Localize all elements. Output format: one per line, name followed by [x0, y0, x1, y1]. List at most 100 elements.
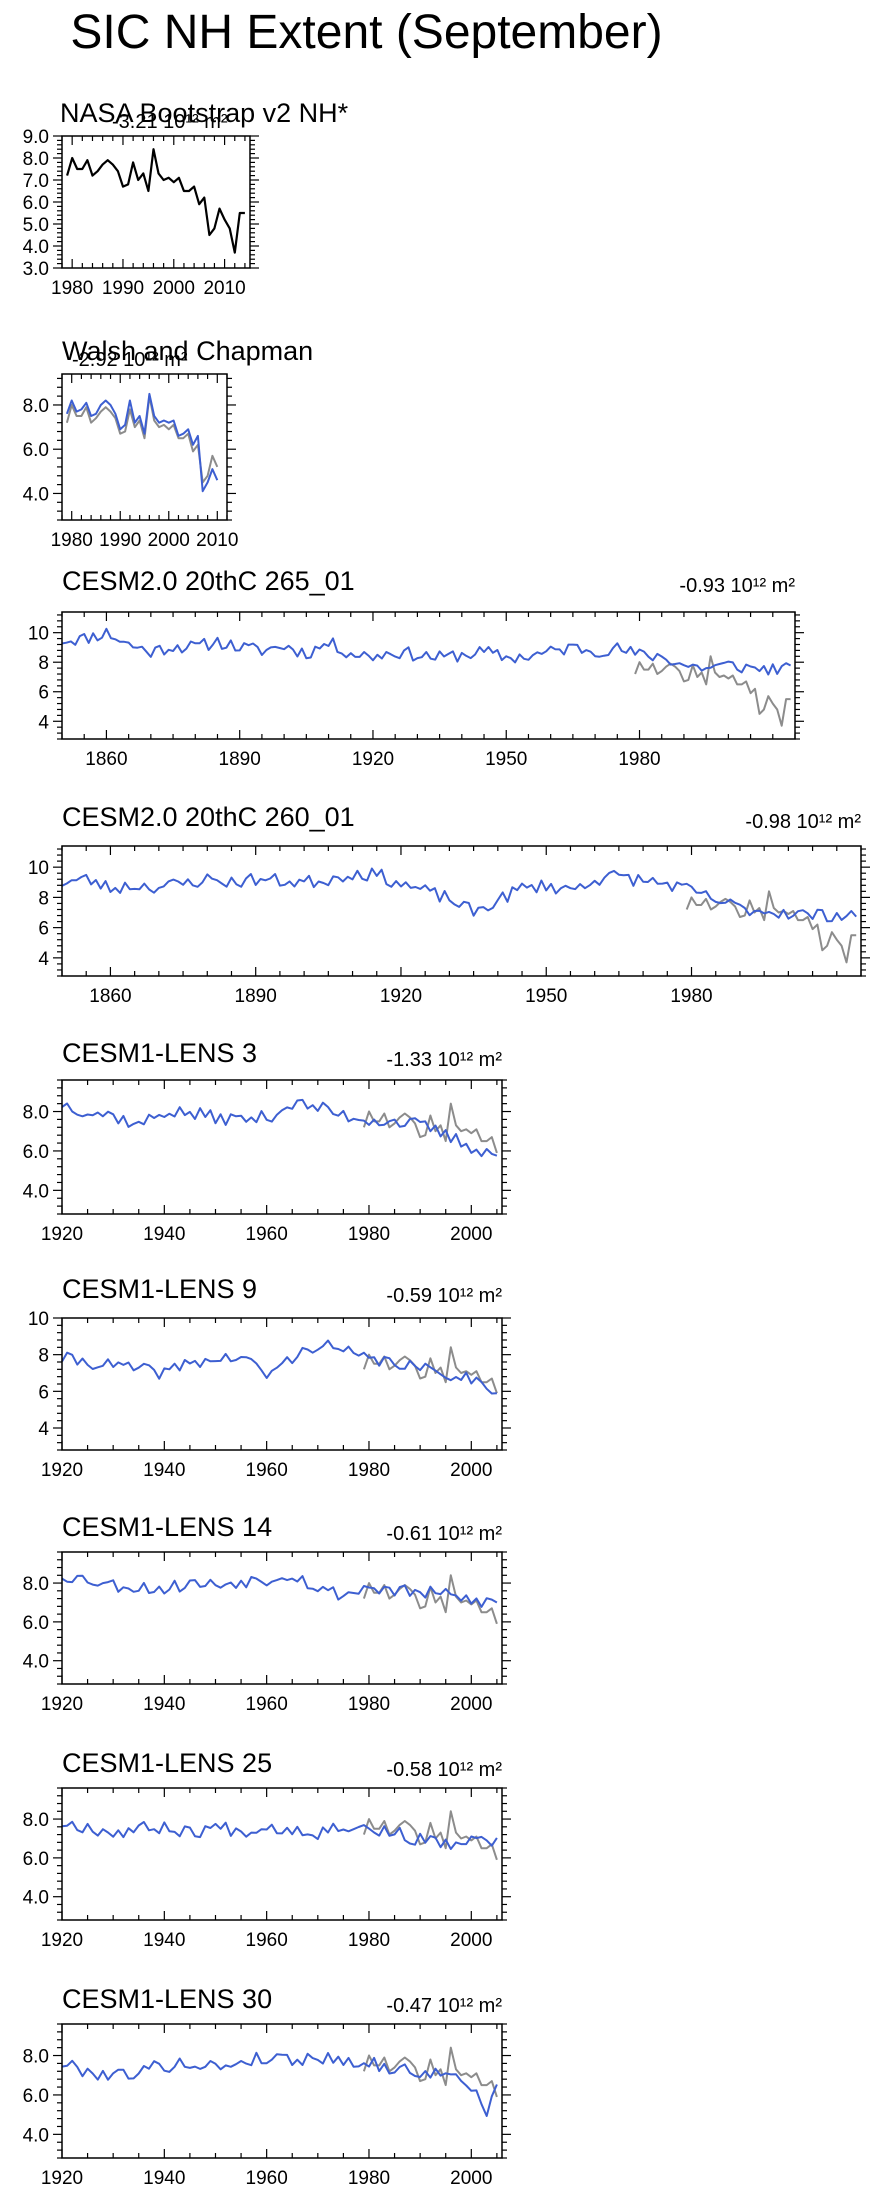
- y-tick-label: 4: [38, 1419, 49, 1440]
- y-tick-label: 4: [38, 949, 49, 970]
- x-tick-label: 1920: [41, 1930, 83, 1951]
- y-tick-label: 7.0: [23, 171, 49, 192]
- series-line-model: [61, 2051, 498, 2117]
- x-tick-label: 1980: [348, 1224, 390, 1245]
- y-tick-label: 5.0: [23, 215, 49, 236]
- y-tick-label: 6.0: [23, 1613, 49, 1634]
- chart-panel-1: 1980 1990 2000 2010 3.04.05.06.07.08.09.0 -3.…: [23, 98, 349, 299]
- series-line-model: [61, 1098, 498, 1158]
- y-tick-label: 10: [28, 858, 49, 879]
- x-tick-label: 2000: [450, 1694, 492, 1715]
- plot-frame: [61, 1551, 503, 1685]
- x-tick-label: 1890: [235, 986, 277, 1007]
- x-tick-label: 1960: [246, 2168, 288, 2189]
- plot-frame: [61, 1079, 503, 1215]
- y-tick-label: 3.0: [23, 259, 49, 280]
- x-tick-label: 1990: [102, 278, 144, 299]
- y-tick-label: 4.0: [23, 1888, 49, 1909]
- plot-frame: [61, 1787, 503, 1921]
- panel-title: CESM1-LENS 25: [62, 1748, 272, 1778]
- panel-title: Walsh and Chapman: [62, 336, 313, 366]
- series-line-obs: [685, 890, 857, 964]
- chart-panel-7: 1920 1940 1960 1980 2000 4.0 6.0 8.0 -0.61 10¹² …: [23, 1512, 511, 1715]
- plot-frame: [61, 1317, 503, 1451]
- x-tick-label: 2000: [148, 530, 190, 551]
- x-tick-label: 1940: [143, 2168, 185, 2189]
- panel-title: CESM1-LENS 3: [62, 1038, 257, 1068]
- x-tick-label: 1920: [352, 749, 394, 770]
- x-tick-label: 1940: [143, 1460, 185, 1481]
- x-tick-label: 1920: [41, 1694, 83, 1715]
- plot-frame: [61, 373, 228, 521]
- series-line-model: [61, 627, 792, 676]
- y-tick-label: 8.0: [23, 1103, 49, 1124]
- x-tick-label: 1940: [143, 1694, 185, 1715]
- x-tick-label: 2000: [450, 1224, 492, 1245]
- series-line-obs: [634, 655, 791, 727]
- series-line-model: [61, 1339, 497, 1395]
- x-tick-label: 1980: [348, 1460, 390, 1481]
- y-tick-label: 6: [38, 1382, 49, 1403]
- trend-label: -0.59 10¹² m²: [386, 1285, 502, 1307]
- x-tick-label: 1980: [51, 530, 93, 551]
- trend-label: -0.58 10¹² m²: [386, 1759, 502, 1781]
- trend-label: -2.92 10¹² m²: [72, 349, 188, 371]
- panel-title: NASA Bootstrap v2 NH*: [60, 98, 349, 128]
- x-tick-label: 1950: [485, 749, 527, 770]
- y-tick-label: 4.0: [23, 237, 49, 258]
- x-tick-label: 1980: [670, 986, 712, 1007]
- x-tick-label: 2000: [450, 2168, 492, 2189]
- panel-title: CESM1-LENS 14: [62, 1512, 272, 1542]
- series-line-model: [65, 392, 219, 493]
- x-tick-label: 1920: [41, 1224, 83, 1245]
- x-tick-label: 1940: [143, 1224, 185, 1245]
- series-line-obs: [362, 2046, 498, 2098]
- y-tick-label: 10: [28, 1309, 49, 1330]
- y-tick-label: 6.0: [23, 2086, 49, 2107]
- x-tick-label: 1890: [219, 749, 261, 770]
- series-line-obs: [65, 395, 219, 484]
- x-tick-label: 1950: [525, 986, 567, 1007]
- x-tick-label: 1990: [99, 530, 141, 551]
- panel-title: CESM2.0 20thC 265_01: [62, 566, 355, 596]
- x-tick-label: 1960: [246, 1930, 288, 1951]
- plot-frame: [61, 611, 796, 740]
- trend-label: -0.93 10¹² m²: [679, 575, 795, 597]
- x-tick-label: 1940: [143, 1930, 185, 1951]
- x-tick-label: 2010: [203, 278, 245, 299]
- y-tick-label: 4.0: [23, 1181, 49, 1202]
- y-tick-label: 9.0: [23, 127, 49, 148]
- x-tick-label: 1980: [348, 2168, 390, 2189]
- x-tick-label: 1920: [41, 2168, 83, 2189]
- y-tick-label: 6.0: [23, 440, 49, 461]
- x-tick-label: 1980: [51, 278, 93, 299]
- y-tick-label: 8: [38, 888, 49, 909]
- y-tick-label: 8: [38, 653, 49, 674]
- plot-frame: [61, 845, 862, 977]
- trend-label: -0.98 10¹² m²: [745, 811, 861, 833]
- series-line-primary: [66, 148, 245, 254]
- trend-label: -0.61 10¹² m²: [386, 1523, 502, 1545]
- y-tick-label: 4.0: [23, 484, 49, 505]
- x-tick-label: 1920: [41, 1460, 83, 1481]
- plot-frame: [61, 135, 251, 269]
- panel-title: CESM2.0 20thC 260_01: [62, 802, 355, 832]
- series-line-model: [61, 1574, 498, 1608]
- trend-label: -0.47 10¹² m²: [386, 1995, 502, 2017]
- y-tick-label: 4.0: [23, 1652, 49, 1673]
- series-line-obs: [362, 1102, 498, 1154]
- x-tick-label: 1980: [348, 1930, 390, 1951]
- chart-panel-8: 1920 1940 1960 1980 2000 4.0 6.0 8.0 -0.58 10¹² …: [23, 1748, 511, 1951]
- x-tick-label: 1960: [246, 1224, 288, 1245]
- x-tick-label: 1860: [89, 986, 131, 1007]
- y-tick-label: 6: [38, 919, 49, 940]
- panel-title: CESM1-LENS 30: [62, 1984, 272, 2014]
- page-title: SIC NH Extent (September): [70, 6, 663, 59]
- chart-panel-2: 1980 1990 2000 2010 4.0 6.0 8.0 -2.92 10¹² m²Wa…: [23, 336, 314, 551]
- y-tick-label: 8.0: [23, 149, 49, 170]
- trend-label: -3.21 10¹² m²: [112, 111, 228, 133]
- chart-panel-5: 1920 1940 1960 1980 2000 4.0 6.0 8.0 -1.33 10¹² …: [23, 1038, 511, 1245]
- y-tick-label: 8.0: [23, 1810, 49, 1831]
- chart-panel-6: 1920 1940 1960 1980 2000 4 6 8 10 -0.59 10¹² m² CE…: [28, 1274, 511, 1481]
